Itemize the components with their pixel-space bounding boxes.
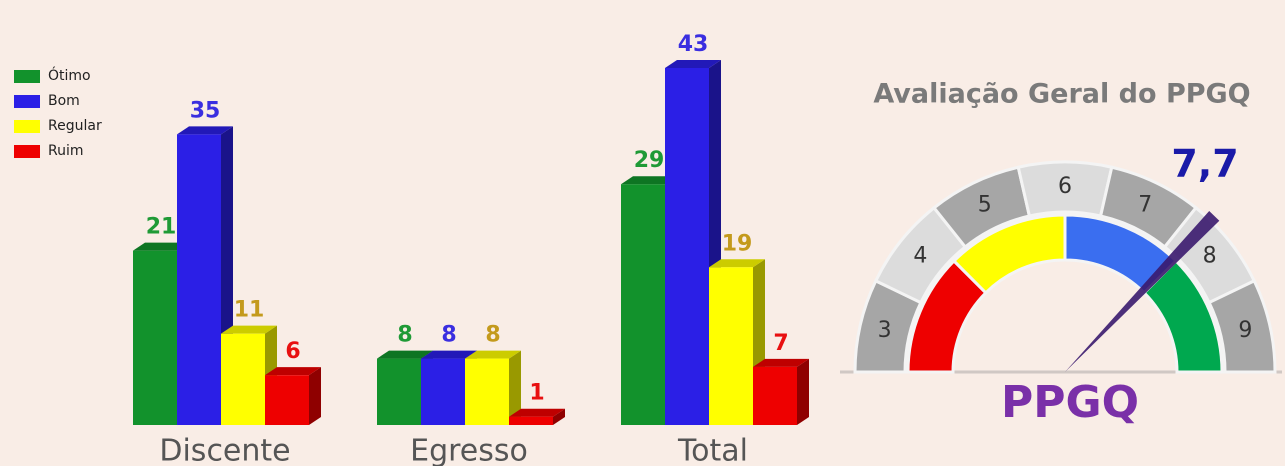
data-label: 11 [234,298,265,323]
data-label: 19 [722,231,753,256]
tick-segment [1207,278,1277,374]
tick-label: 3 [878,318,892,343]
tick-label: 7 [1138,192,1152,217]
bar-top [377,350,433,359]
legend-label: Ótimo [48,66,91,84]
needle [1065,211,1220,372]
gauge-label: PPGQ [1001,377,1139,428]
data-label: 43 [678,32,709,57]
bar-top [665,60,721,68]
bar-top [177,126,233,135]
band [1142,258,1224,374]
bar [509,416,553,425]
bar [133,250,177,425]
data-label: 7 [773,331,788,356]
bar-top [221,325,277,334]
x-tick-label: Discente [159,434,290,466]
bar [665,68,709,425]
bar [221,333,265,425]
bar [421,358,465,425]
data-label: 8 [441,323,456,348]
tick-label: 4 [913,244,927,269]
bar-top [265,367,321,376]
tick-label: 6 [1058,174,1072,199]
bar-top [621,176,677,185]
legend-swatch [14,120,40,133]
bar-top [509,408,565,417]
bar [753,366,797,425]
tick-label: 5 [978,192,992,217]
bar-side [509,350,521,425]
x-tick-label: Egresso [410,434,528,466]
gauge-value: 7,7 [1171,142,1238,186]
data-label: 8 [397,323,412,348]
legend-label: Regular [48,118,102,134]
bar-side [797,358,809,425]
bar-top [133,242,189,251]
data-label: 29 [634,148,665,173]
bar-top [421,350,477,359]
bar [377,358,421,425]
bar [177,134,221,425]
gauge-title: Avaliação Geral do PPGQ [873,79,1250,110]
bar [621,184,665,425]
data-label: 1 [529,381,544,406]
tick-label: 9 [1238,318,1252,343]
data-label: 35 [190,98,221,123]
bar-side [309,367,321,425]
bar-top [709,259,765,268]
data-label: 21 [146,215,177,240]
bar-top [465,350,521,359]
legend-label: Ruim [48,143,84,159]
bar-side [553,408,565,425]
legend-label: Bom [48,93,80,109]
bar [709,267,753,425]
data-label: 8 [485,323,500,348]
legend-swatch [14,145,40,158]
bar [465,358,509,425]
x-tick-label: Total [677,434,748,466]
legend-swatch [14,95,40,108]
bar-top [753,358,809,367]
legend-swatch [14,70,40,83]
tick-label: 8 [1203,244,1217,269]
bar [265,375,309,425]
data-label: 6 [285,339,300,364]
